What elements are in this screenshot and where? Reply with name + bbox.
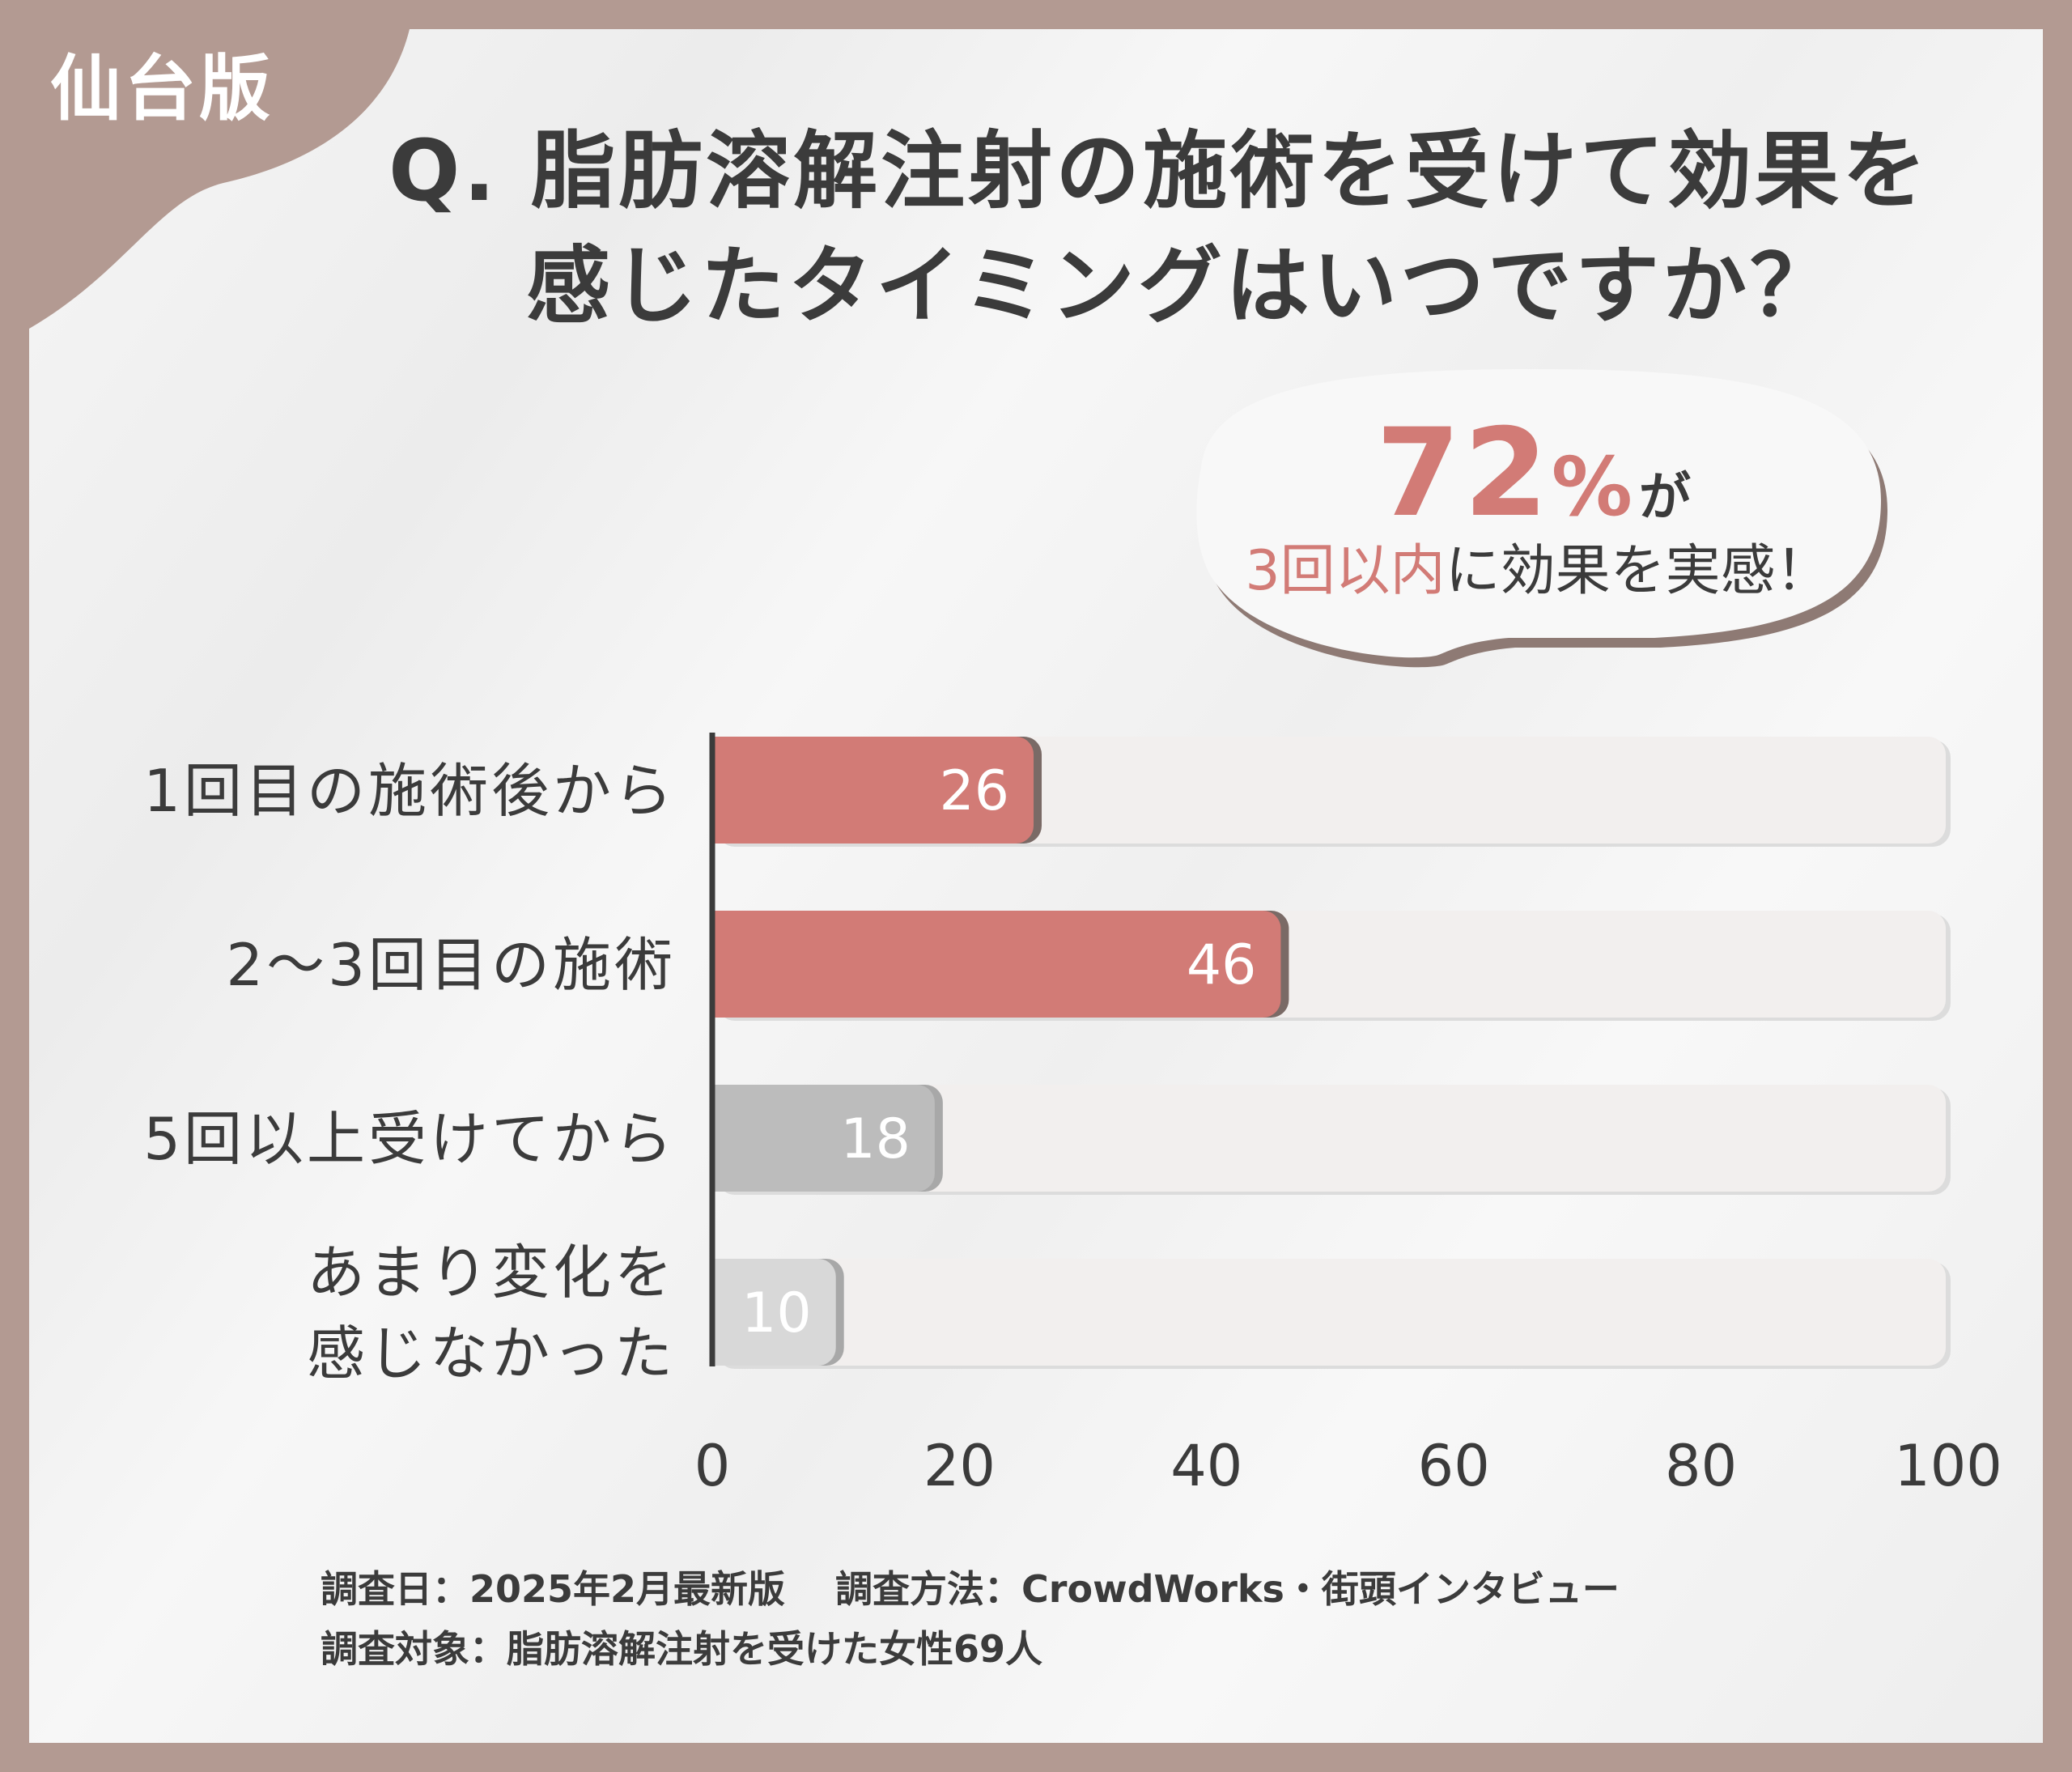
bar-value-label: 18 (840, 1107, 911, 1171)
x-tick-label: 40 (1170, 1433, 1242, 1499)
question-title: Q. 脂肪溶解注射の施術を受けて効果を 感じたタイミングはいつですか？ (388, 113, 1991, 343)
bar-left-edge (712, 737, 737, 844)
question-line-1: Q. 脂肪溶解注射の施術を受けて効果を (388, 121, 1930, 220)
headline-unit: % (1551, 440, 1633, 534)
region-badge: 仙台版 (50, 47, 274, 130)
bar-left-edge (712, 1259, 737, 1366)
x-tick-label: 80 (1665, 1433, 1737, 1499)
headline-particle: が (1638, 468, 1691, 528)
bar (712, 911, 1281, 1018)
survey-footnote-line-2: 調査対象：脂肪溶解注射を受けた女性69人 (321, 1627, 1043, 1671)
question-line-2: 感じたタイミングはいつですか？ (526, 236, 1838, 335)
survey-footnote: 調査日：2025年2月最新版 調査方法：CrowdWorks・街頭インタビュー … (321, 1559, 1620, 1679)
bar (712, 1259, 836, 1366)
headline-value: 72 (1376, 403, 1552, 544)
category-label: 感じなかった (307, 1319, 676, 1387)
category-label: 2～3回目の施術 (226, 931, 676, 999)
headline-subtext: 3回以内に効果を実感！ (1214, 544, 1862, 599)
category-label: あまり変化を (307, 1239, 676, 1307)
bar-value-label: 10 (741, 1281, 812, 1345)
category-label: 5回以上受けてから (143, 1105, 676, 1173)
bar-left-edge (712, 1085, 737, 1192)
survey-footnote-line-1: 調査日：2025年2月最新版 調査方法：CrowdWorks・街頭インタビュー (321, 1567, 1620, 1611)
x-tick-label: 0 (694, 1433, 731, 1499)
x-tick-label: 20 (923, 1433, 996, 1499)
category-label: 1回目の施術後から (143, 757, 676, 825)
bar-left-edge (712, 911, 737, 1018)
bar-value-label: 46 (1187, 933, 1257, 997)
bar-track (712, 1085, 1946, 1192)
speech-bubble (1196, 369, 1887, 776)
bar (712, 1085, 935, 1192)
bar (712, 737, 1034, 844)
region-badge-shape (29, 29, 410, 329)
x-tick-label: 100 (1894, 1433, 2002, 1499)
headline-rest: に効果を実感！ (1445, 539, 1831, 603)
headline-highlight: 3回以内 (1245, 539, 1446, 603)
bar-track (712, 1259, 1946, 1366)
bar-value-label: 26 (939, 759, 1009, 823)
card-frame (29, 29, 2043, 1743)
headline-stat: 72% が (1376, 413, 1691, 534)
x-tick-label: 60 (1418, 1433, 1490, 1499)
